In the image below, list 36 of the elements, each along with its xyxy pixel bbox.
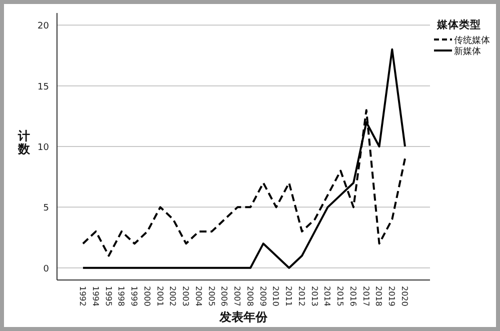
x-tick-label: 2018	[374, 286, 384, 306]
y-tick-label: 5	[43, 204, 49, 214]
x-tick-label: 2015	[336, 286, 345, 306]
y-tick-label: 15	[38, 82, 49, 92]
x-tick-label: 1995	[104, 286, 113, 306]
x-tick-label: 2012	[296, 286, 306, 306]
x-tick-label: 2002	[168, 286, 178, 306]
y-tick-label: 20	[38, 22, 50, 32]
x-tick-label: 1998	[116, 286, 126, 306]
legend-label: 新媒体	[454, 46, 481, 57]
y-tick-label: 10	[38, 143, 50, 153]
x-tick-label: 2001	[155, 286, 164, 306]
y-tick-label: 0	[43, 264, 50, 274]
x-tick-label: 2009	[258, 286, 268, 306]
x-axis-title: 发表年份	[218, 310, 268, 324]
x-tick-label: 2004	[194, 286, 203, 306]
x-tick-label: 1994	[90, 286, 100, 306]
x-tick-label: 2014	[322, 286, 332, 306]
x-tick-label: 1992	[78, 286, 87, 306]
x-tick-label: 2016	[348, 286, 358, 306]
x-tick-label: 2006	[220, 286, 229, 306]
x-tick-label: 2003	[181, 286, 190, 306]
x-tick-label: 1999	[130, 286, 139, 306]
x-tick-label: 2007	[232, 286, 242, 306]
x-tick-label: 2017	[361, 286, 370, 306]
legend-title: 媒体类型	[436, 18, 481, 31]
x-tick-label: 2005	[206, 286, 216, 306]
x-tick-label: 2010	[271, 286, 280, 306]
x-tick-label: 2011	[284, 286, 294, 306]
legend-label: 传统媒体	[454, 35, 490, 46]
x-tick-label: 2019	[387, 286, 396, 306]
y-axis-title: 计数	[17, 129, 31, 156]
x-tick-label: 2020	[400, 286, 409, 306]
x-tick-label: 2008	[245, 286, 254, 306]
x-tick-label: 2013	[310, 286, 319, 306]
x-tick-label: 2000	[142, 286, 152, 306]
